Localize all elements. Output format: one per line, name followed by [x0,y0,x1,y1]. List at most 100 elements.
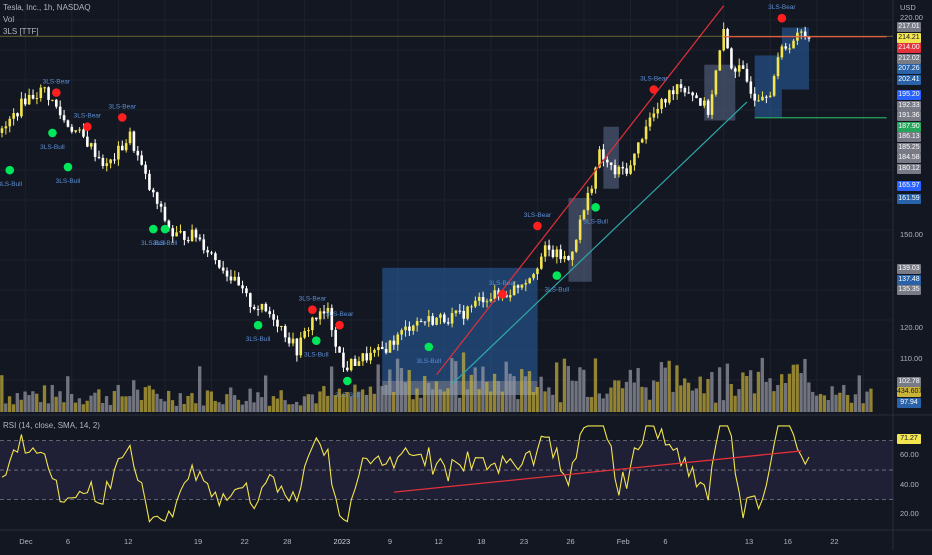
candle-body [338,346,341,353]
candle-body [256,308,260,310]
time-tick-label: 22 [830,537,839,546]
candle-body [252,306,256,309]
candle-body [148,173,151,190]
candle-body [528,278,531,284]
bull-signal-dot[interactable] [424,342,434,352]
candle-body [43,87,46,89]
bull-signal-dot[interactable] [253,320,263,330]
trendline[interactable] [451,101,748,385]
volume-bar [360,389,365,412]
volume-bar [333,395,338,412]
bear-signal-dot[interactable] [83,122,92,132]
volume-bar [849,402,854,412]
candle-body [396,334,400,345]
volume-bar [527,371,532,412]
candle-body [0,128,4,133]
volume-bar [485,381,489,412]
candle-body [51,99,54,101]
candle-body [543,245,547,257]
candle-body [695,95,698,99]
candle-body [280,325,283,327]
bull-signal-dot[interactable] [149,224,158,234]
volume-bar [752,393,757,412]
volume-bar [147,385,151,412]
candle-body [210,252,213,254]
candle-body [423,321,427,323]
trendline[interactable] [436,5,725,376]
volume-bar [717,367,722,412]
volume-bar [702,393,706,412]
candle-body [167,220,171,229]
bear-signal-dot[interactable] [498,289,507,299]
bull-signal-dot[interactable] [311,336,321,345]
volume-bar [217,402,221,412]
bull-signal-dot[interactable] [48,128,57,138]
candle-body [186,239,190,242]
bear-signal-dot[interactable] [533,221,542,231]
bull-signal-dot[interactable] [591,203,600,212]
candle-body [656,109,660,114]
candle-body [679,84,683,89]
time-tick-label: 6 [65,537,70,546]
rsi-tick-label: 20.00 [900,509,919,519]
candle-body [346,367,349,371]
zone-box[interactable] [781,27,810,90]
volume-bar [35,393,39,412]
candle-body [706,100,710,115]
bear-signal-dot[interactable] [777,13,787,23]
volume-bar [690,390,695,412]
time-tick-label: 16 [783,537,792,546]
bear-signal-label: 3LS-Bear [74,113,102,120]
volume-bar [58,391,62,412]
time-tick-label: 12 [434,537,443,546]
volume-bar [302,396,307,412]
volume-bar [310,394,314,412]
volume-bar [586,396,590,412]
bull-signal-dot[interactable] [160,224,170,234]
bear-signal-dot[interactable] [308,305,317,314]
bear-signal-dot[interactable] [117,113,127,122]
candle-body [27,94,31,105]
candle-body [163,206,167,221]
candle-body [183,231,186,240]
candle-body [287,337,291,344]
bear-signal-dot[interactable] [335,320,344,330]
candle-body [144,164,147,174]
bull-signal-dot[interactable] [552,271,562,280]
candle-body [388,340,392,353]
volume-bar [473,367,477,412]
bear-signal-dot[interactable] [649,85,659,94]
time-tick-label: 26 [566,537,575,546]
candle-body [342,352,345,368]
candle-body [664,99,667,103]
bull-signal-dot[interactable] [343,376,352,386]
candle-body [12,113,15,119]
volume-bar [190,393,194,412]
volume-bar [811,391,815,412]
candle-body [23,98,27,105]
volume-bar [442,391,446,412]
candle-body [625,168,628,174]
candle-body [640,139,644,143]
candle-body [749,81,753,94]
candle-body [16,113,19,117]
volume-bar [368,386,373,412]
candle-body [124,143,128,151]
volume-bar [543,391,547,412]
volume-bar [0,375,4,412]
time-tick-label: 12 [124,537,133,546]
rsi-trendline[interactable] [393,450,802,493]
candle-body [47,87,50,100]
volume-bar [613,380,617,412]
bear-signal-dot[interactable] [52,88,61,97]
rsi-legend: RSI (14, close, SMA, 14, 2) [3,421,100,430]
volume-bar [438,389,442,412]
volume-bar [213,400,217,412]
bull-signal-dot[interactable] [63,162,73,172]
volume-bar [384,384,388,412]
bull-signal-dot[interactable] [5,165,15,175]
price-tick-label: 220.00 [900,13,923,23]
candles [0,22,811,372]
